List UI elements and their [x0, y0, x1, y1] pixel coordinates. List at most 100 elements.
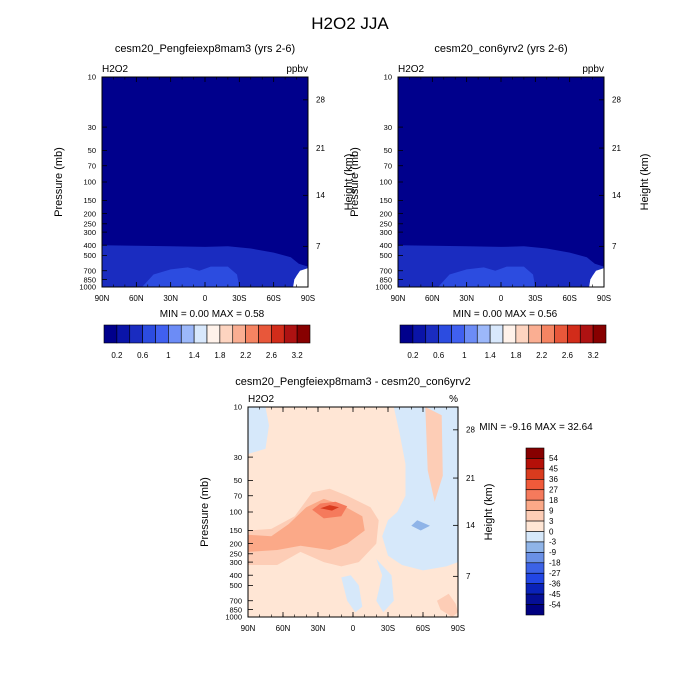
colorbar-label: 1.8	[214, 351, 226, 360]
y-tick-label: 700	[229, 596, 242, 605]
masked-region	[589, 268, 604, 287]
y-axis-label: Pressure (mb)	[349, 147, 361, 217]
y-tick-label: 250	[379, 219, 392, 228]
y-tick-label: 100	[379, 178, 392, 187]
y-tick-label: 30	[234, 453, 242, 462]
height-tick-label: 21	[466, 474, 475, 483]
panel-diff-title: cesm20_Pengfeiexp8mam3 - cesm20_con6yrv2	[235, 376, 470, 388]
y-tick-label: 250	[229, 549, 242, 558]
colorbar-swatch	[489, 324, 504, 344]
colorbar-label: 54	[549, 454, 558, 463]
x-tick-label: 30S	[232, 294, 246, 303]
colorbar-swatch	[567, 324, 581, 344]
colorbar-swatch	[525, 541, 545, 553]
x-tick-label: 30S	[528, 294, 542, 303]
y-tick-label: 10	[234, 403, 242, 412]
panel-diff-field	[248, 407, 458, 617]
colorbar-swatch	[180, 324, 195, 344]
colorbar-swatch	[525, 520, 545, 532]
y-tick-label: 10	[88, 73, 96, 82]
x-tick-label: 60S	[563, 294, 577, 303]
panel-right-plot: 90N 60N 30N 0 30S 60S 90S 10 30 50 70 100 150 2002503…	[349, 73, 651, 303]
panel-left-minmax: MIN = 0.00 MAX = 0.58	[160, 309, 265, 320]
colorbar-swatch	[283, 324, 298, 344]
colorbar-swatch	[525, 458, 545, 470]
y-tick-label: 50	[234, 476, 242, 485]
colorbar-label: 3.2	[588, 351, 600, 360]
y-axis-label: Pressure (mb)	[199, 477, 211, 547]
colorbar-swatch	[399, 324, 414, 344]
panel-left-field-label: H2O2	[102, 64, 129, 75]
colorbar-swatch	[525, 552, 545, 564]
x-tick-label: 0	[499, 294, 504, 303]
y-tick-label: 150	[83, 196, 96, 205]
y-tick-label: 500	[229, 581, 242, 590]
height-tick-label: 28	[612, 96, 621, 105]
height-tick-label: 14	[612, 191, 621, 200]
panel-diff-field-label: H2O2	[248, 394, 275, 405]
colorbar-swatch	[412, 324, 427, 344]
colorbar-label: 1.4	[485, 351, 497, 360]
x-tick-label: 0	[351, 624, 356, 633]
y-tick-label: 850	[379, 275, 392, 284]
y-tick-label: 70	[88, 161, 96, 170]
contour-region	[341, 575, 363, 613]
panel-left-field	[102, 77, 308, 287]
colorbar-label: -45	[549, 590, 561, 599]
y-tick-label: 200	[379, 209, 392, 218]
panel-diff-plot: 90N 60N 30N 0 30S 60S 90S 10 30 50 70 100 150 2002503…	[199, 403, 495, 633]
panel-diff: cesm20_Pengfeiexp8mam3 - cesm20_con6yrv2…	[199, 376, 593, 633]
height-tick-label: 7	[612, 242, 617, 251]
colorbar-swatch	[258, 324, 272, 344]
height-tick-label: 21	[316, 144, 325, 153]
colorbar-swatch	[525, 593, 545, 605]
height-tick-label: 21	[612, 144, 621, 153]
colorbar-label: 3	[549, 517, 554, 526]
colorbar-label: -18	[549, 559, 561, 568]
y-tick-label: 1000	[225, 613, 242, 622]
y-tick-label: 300	[379, 228, 392, 237]
contour-region	[376, 559, 394, 613]
colorbar-label: 18	[549, 496, 558, 505]
x-tick-label: 90S	[597, 294, 611, 303]
x-tick-label: 0	[203, 294, 208, 303]
x-tick-label: 60S	[416, 624, 430, 633]
colorbar-swatch	[541, 324, 555, 344]
y-tick-label: 150	[229, 526, 242, 535]
y-tick-label: 30	[384, 123, 392, 132]
colorbar-swatch	[525, 489, 545, 501]
colorbar-swatch	[168, 324, 182, 344]
y-tick-label: 1000	[79, 283, 96, 292]
colorbar-label: 45	[549, 465, 558, 474]
height-tick-label: 7	[316, 242, 321, 251]
panel-left: cesm20_Pengfeiexp8mam3 (yrs 2-6) H2O2 pp…	[53, 43, 355, 360]
colorbar-label: 0.2	[407, 351, 419, 360]
colorbar-swatch	[155, 324, 169, 344]
colorbar-swatch	[451, 324, 465, 344]
contour-region	[437, 593, 458, 617]
colorbar-swatch	[515, 324, 530, 344]
colorbar-label: 0.2	[111, 351, 123, 360]
height-tick-label: 7	[466, 572, 471, 581]
colorbar-label: 1.8	[510, 351, 522, 360]
colorbar-label: 27	[549, 486, 558, 495]
colorbar-swatch	[554, 324, 568, 344]
panel-right-field	[398, 77, 604, 287]
colorbar-swatch	[206, 324, 221, 344]
colorbar-label: 1	[166, 351, 171, 360]
colorbar-swatch	[525, 499, 545, 511]
y-tick-label: 700	[379, 266, 392, 275]
contour-region	[142, 266, 240, 287]
y-tick-label: 500	[83, 251, 96, 260]
x-tick-label: 90N	[95, 294, 110, 303]
x-tick-label: 60N	[129, 294, 144, 303]
colorbar-swatch	[525, 468, 545, 480]
colorbar-label: 1.4	[189, 351, 201, 360]
panel-left-title: cesm20_Pengfeiexp8mam3 (yrs 2-6)	[115, 43, 295, 55]
x-tick-label: 30S	[381, 624, 395, 633]
colorbar-label: -36	[549, 579, 561, 588]
colorbar-label: 2.6	[266, 351, 278, 360]
y-tick-label: 1000	[375, 283, 392, 292]
colorbar-label: 0.6	[137, 351, 149, 360]
colorbar-label: -27	[549, 569, 561, 578]
